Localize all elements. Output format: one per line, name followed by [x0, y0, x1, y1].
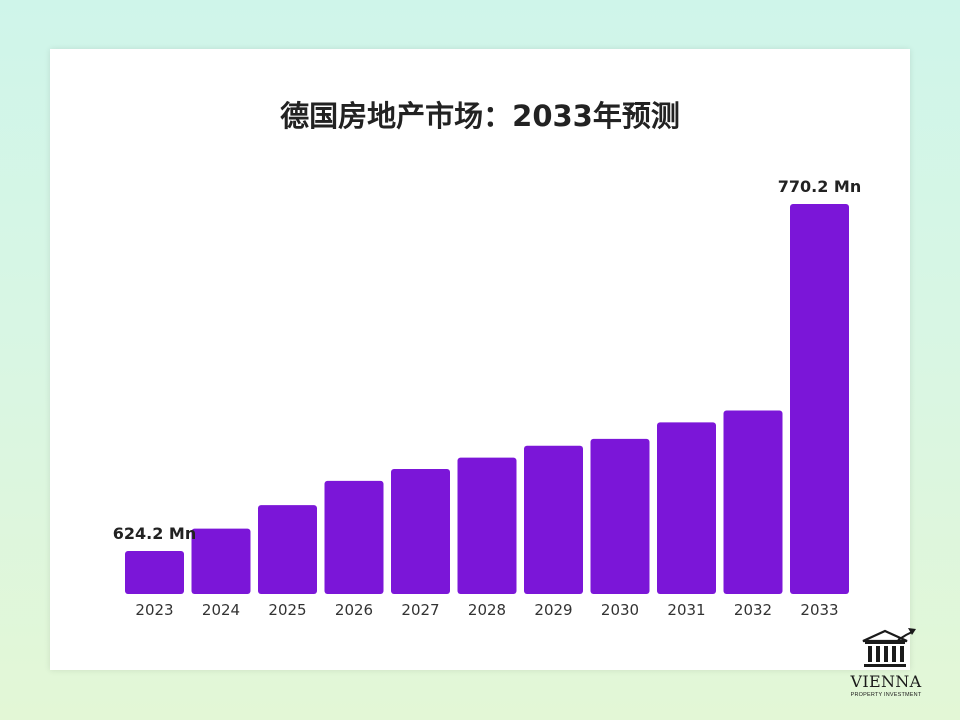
x-tick-label: 2033 — [800, 601, 838, 619]
data-label-first: 624.2 Mn — [113, 524, 197, 543]
bar-2031 — [657, 422, 716, 594]
bar-2032 — [723, 410, 783, 594]
bar-2023 — [125, 551, 184, 594]
x-tick-label: 2025 — [268, 601, 306, 619]
bar-2024 — [191, 528, 251, 594]
x-tick-label: 2029 — [534, 601, 572, 619]
x-tick-label: 2030 — [601, 601, 639, 619]
x-tick-label: 2032 — [734, 601, 772, 619]
x-tick-label: 2024 — [202, 601, 240, 619]
x-tick-label: 2027 — [401, 601, 439, 619]
bar-2028 — [457, 457, 517, 594]
x-tick-label: 2028 — [468, 601, 506, 619]
bar-2033 — [790, 204, 849, 594]
bar-2030 — [590, 438, 650, 594]
bar-2027 — [391, 469, 450, 594]
x-tick-label: 2031 — [667, 601, 705, 619]
bar-2025 — [258, 505, 317, 594]
x-tick-label: 2026 — [335, 601, 373, 619]
chart-title: 德国房地产市场：2033年预测 — [280, 99, 680, 133]
bank-building-icon — [862, 628, 916, 667]
vienna-logo: VIENNA PROPERTY INVESTMENT — [846, 626, 926, 716]
bar-2029 — [524, 445, 583, 594]
logo-subtitle: PROPERTY INVESTMENT — [850, 692, 922, 698]
bar-2026 — [324, 480, 384, 594]
x-tick-label: 2023 — [135, 601, 173, 619]
data-label-last: 770.2 Mn — [778, 177, 862, 196]
logo-name: VIENNA — [850, 672, 922, 691]
